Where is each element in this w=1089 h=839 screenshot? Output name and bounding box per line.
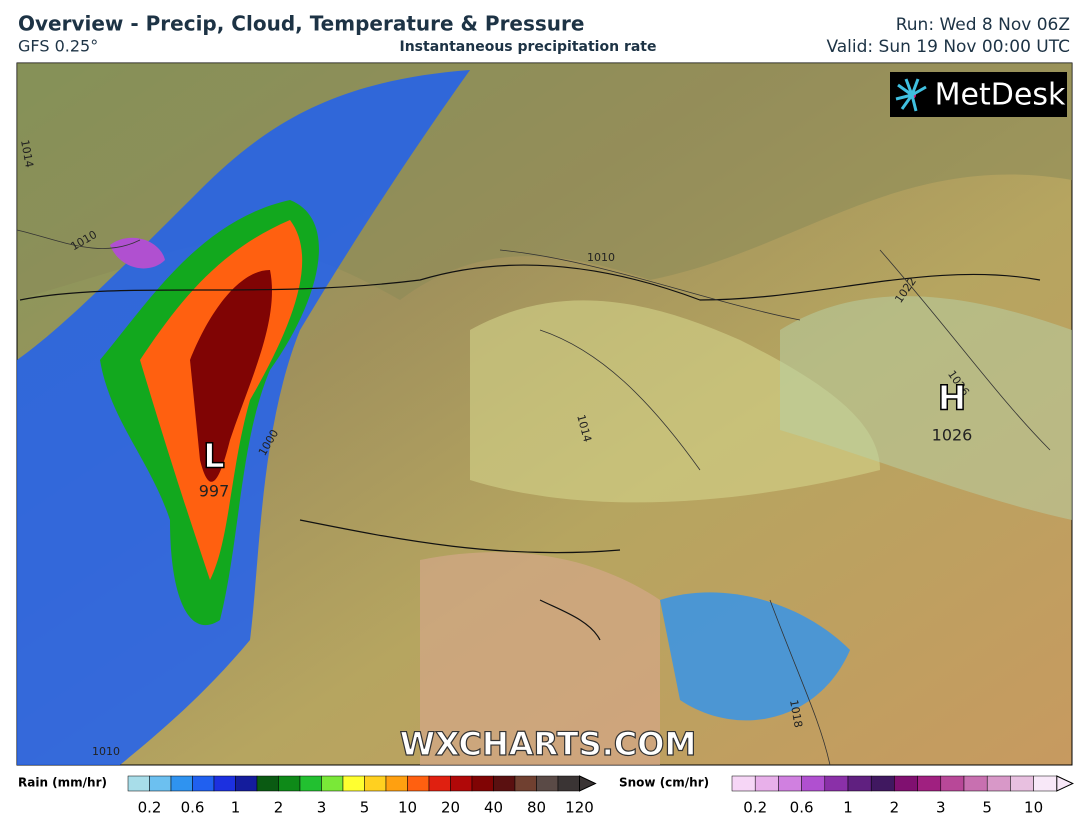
isobar-label: 1010 — [587, 251, 615, 264]
rain-color-box — [299, 775, 322, 792]
rain-color-box — [342, 775, 365, 792]
snow-legend-title: Snow (cm/hr) — [619, 776, 709, 790]
snow-color-box — [778, 775, 802, 792]
rain-color-box — [536, 775, 559, 792]
low-pressure: 997 — [199, 482, 230, 501]
rain-extreme — [190, 270, 272, 482]
logo-box — [890, 72, 1067, 117]
rain-tick-label: 2 — [274, 799, 284, 817]
legend: Rain (mm/hr) Snow (cm/hr) 0.2 0.6 1 2 3 5 10 20… — [18, 775, 1074, 817]
rain-tick-label: 3 — [317, 799, 327, 817]
subtitle: Instantaneous precipitation rate — [400, 39, 657, 55]
rain-color-box — [493, 775, 516, 792]
snow-color-box — [917, 775, 942, 792]
rain-color-box — [514, 775, 537, 792]
watermark: WXCHARTS.COM — [400, 725, 697, 763]
coastline — [19, 264, 1041, 641]
low-symbol: L — [203, 437, 225, 477]
snow-tick-label: 2 — [890, 799, 900, 817]
sea-east — [420, 552, 660, 765]
rain-color-box — [321, 775, 344, 792]
rain-tick-label: 5 — [360, 799, 370, 817]
rain-color-box — [192, 775, 215, 792]
snow-color-box — [754, 775, 779, 792]
rain-tick-label: 20 — [441, 799, 460, 817]
rain-color-box — [557, 775, 580, 792]
snow-tick-label: 0.2 — [743, 799, 767, 817]
snow-color-box — [963, 775, 988, 792]
rain-tick-label: 0.2 — [138, 799, 162, 817]
snow-color-box — [801, 775, 826, 792]
rain-levant — [660, 592, 850, 721]
rain-color-box — [127, 775, 150, 792]
rain-color-box — [170, 775, 193, 792]
snow-color-box — [870, 775, 895, 792]
snow-color-box — [731, 775, 756, 792]
snow-tick-label: 3 — [936, 799, 946, 817]
rain-legend-title: Rain (mm/hr) — [18, 776, 107, 790]
rain-tick-label: 0.6 — [181, 799, 205, 817]
rain-color-box — [256, 775, 279, 792]
snow-arrow — [1056, 775, 1074, 792]
isobars — [16, 229, 1051, 766]
isobar-label: 1014 — [18, 139, 36, 169]
snow-tick-label: 10 — [1024, 799, 1043, 817]
snow-color-box — [1033, 775, 1058, 792]
logo-icon — [895, 78, 927, 112]
rain-color-box — [278, 775, 301, 792]
rain-tick-label: 10 — [398, 799, 417, 817]
map: 1014 1010 1010 1014 1022 1026 1018 1010 … — [16, 62, 1073, 766]
high-symbol: H — [938, 379, 966, 419]
caucasus-cloud — [780, 296, 1072, 520]
isobar-label: 1010 — [92, 745, 120, 758]
snow-tick-label: 5 — [982, 799, 992, 817]
valid-time: Valid: Sun 19 Nov 00:00 UTC — [826, 37, 1070, 57]
snow-color-box — [940, 775, 965, 792]
rain-tick-label: 1 — [231, 799, 241, 817]
rain-tick-label: 40 — [484, 799, 503, 817]
rain-arrow — [579, 775, 597, 792]
rain-color-box — [471, 775, 494, 792]
rain-color-box — [364, 775, 387, 792]
rain-color-box — [428, 775, 451, 792]
snow-balkans — [110, 237, 165, 269]
run-time: Run: Wed 8 Nov 06Z — [896, 15, 1070, 35]
title: Overview - Precip, Cloud, Temperature & … — [18, 12, 584, 36]
anatolia-plateau — [470, 300, 880, 503]
rain-color-box — [385, 775, 408, 792]
rain-color-box — [213, 775, 236, 792]
rain-color-box — [450, 775, 473, 792]
snow-color-box — [824, 775, 849, 792]
snow-tick-label: 1 — [843, 799, 853, 817]
rain-color-box — [149, 775, 172, 792]
high-pressure: 1026 — [932, 426, 973, 445]
logo-text: MetDesk — [935, 78, 1066, 113]
snow-color-box — [986, 775, 1011, 792]
isobar-label: 1018 — [787, 699, 805, 729]
model: GFS 0.25° — [18, 37, 98, 56]
snow-tick-label: 0.6 — [790, 799, 814, 817]
rain-tick-label: 120 — [565, 799, 594, 817]
snow-color-box — [1010, 775, 1034, 792]
rain-color-box — [407, 775, 430, 792]
rain-color-box — [235, 775, 258, 792]
snow-color-box — [847, 775, 872, 792]
rain-tick-label: 80 — [527, 799, 546, 817]
snow-color-box — [894, 775, 918, 792]
